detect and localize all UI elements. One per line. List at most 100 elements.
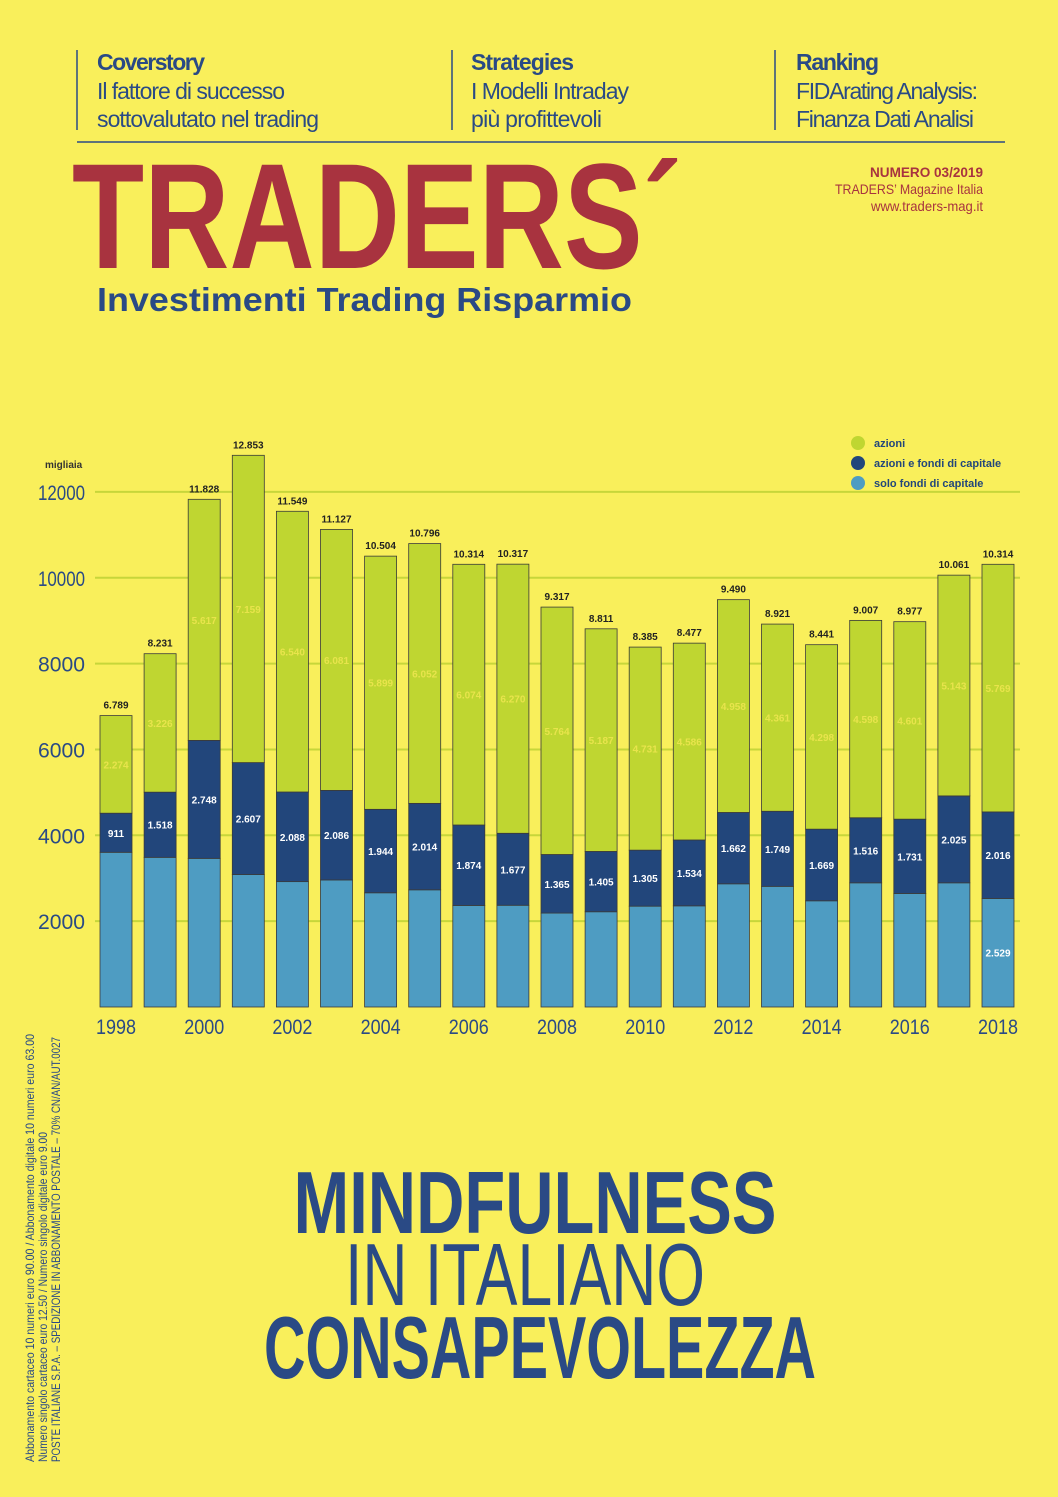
headline: IN ITALIANO [345,1225,705,1324]
data-label: 1.365 [544,880,569,891]
bar-segment [540,606,574,855]
data-label: 1.749 [765,845,790,856]
bar-segment [364,555,398,810]
bar-segment [275,881,309,1008]
data-label: 5.187 [589,736,614,747]
total-label: 8.441 [809,630,834,641]
column-heading: Ranking [796,49,879,75]
masthead-title: TRADERS´ [72,132,682,300]
bar-segment [364,808,398,894]
bar-segment [628,646,662,851]
bar-segment [717,883,750,1008]
bar-segment [275,510,309,793]
column-line: Finanza Dati Analisi [796,106,974,132]
y-tick-label: 8000 [38,654,85,677]
bar-segment [937,882,971,1008]
data-label: 4.298 [809,733,834,744]
bar-segment [937,795,971,884]
data-label: 6.081 [324,656,349,667]
column-heading: Coverstory [97,49,205,75]
legend-swatch [851,476,865,490]
total-label: 10.314 [983,549,1014,560]
bar-segment [187,498,221,741]
x-tick-label: 2000 [184,1016,224,1039]
bar-segment [540,854,574,914]
data-label: 1.518 [148,821,173,832]
bar-segment [320,879,353,1008]
data-label: 5.899 [368,679,393,690]
data-label: 1.731 [897,852,922,863]
bar-segment [849,817,883,884]
data-label: 5.617 [192,616,217,627]
total-label: 10.061 [939,560,970,571]
bar-segment [99,812,133,853]
y-tick-label: 6000 [38,739,85,762]
data-label: 1.305 [633,874,658,885]
data-label: 6.052 [412,669,437,680]
x-tick-label: 1998 [96,1016,136,1039]
total-label: 8.921 [765,609,790,620]
bar-segment [496,563,530,834]
data-label: 1.669 [809,861,834,872]
column-line: sottovalutato nel trading [97,106,319,132]
data-label: 2.529 [985,949,1010,960]
bar-segment [672,642,706,841]
total-label: 11.127 [321,514,351,525]
y-tick-label: 10000 [38,568,85,591]
total-label: 8.977 [897,607,922,618]
data-label: 1.677 [500,865,525,876]
y-tick-label: 4000 [38,825,85,848]
bar-segment [628,849,662,907]
total-label: 10.504 [365,541,396,552]
bar-segment [364,892,398,1008]
data-label: 6.270 [500,695,525,706]
data-label: 5.764 [544,727,569,738]
total-label: 8.231 [148,639,173,650]
bar-segment [717,599,750,813]
issue-publisher: TRADERS’ Magazine Italia [835,181,983,197]
x-tick-label: 2016 [890,1016,930,1039]
legend-label: solo fondi di capitale [874,478,983,490]
headline: MINDFULNESS [294,1153,777,1252]
total-label: 10.314 [454,549,485,560]
total-label: 8.811 [589,614,614,625]
data-label: 911 [108,829,125,840]
data-label: 2.025 [941,835,966,846]
masthead-tagline: Investimenti Trading Risparmio [97,281,632,318]
bar-segment [496,904,530,1008]
bar-segment [408,543,442,804]
bar-segment [320,528,353,791]
data-label: 4.601 [897,716,922,727]
total-label: 11.549 [277,496,307,507]
bar-segment [849,882,883,1008]
total-label: 9.490 [721,585,746,596]
legend-swatch [851,456,865,470]
bar-segment [584,628,618,852]
data-label: 1.534 [677,869,702,880]
bar-segment [761,885,794,1008]
bar-segment [805,644,838,830]
total-label: 6.789 [103,701,128,712]
bar-segment [981,563,1015,813]
data-label: 6.540 [280,648,305,659]
total-label: 10.796 [409,529,440,540]
data-label: 1.405 [589,878,614,889]
bar-segment [584,911,618,1008]
data-label: 2.748 [192,795,217,806]
issue-number: NUMERO 03/2019 [870,164,983,180]
bar-segment [99,715,133,814]
data-label: 2.274 [103,760,128,771]
side-note-line: POSTE ITALIANE S.P.A. – SPEDIZIONE IN AB… [49,1037,63,1462]
bar-segment [937,574,971,797]
bar-segment [99,851,133,1008]
data-label: 5.143 [941,682,966,693]
bar-segment [143,653,177,793]
data-label: 2.016 [985,851,1010,862]
total-label: 9.317 [544,592,569,603]
y-tick-label: 2000 [38,911,85,934]
data-label: 2.088 [280,833,305,844]
x-tick-label: 2004 [361,1016,401,1039]
bar-segment [761,810,794,887]
bar-segment [187,857,221,1008]
